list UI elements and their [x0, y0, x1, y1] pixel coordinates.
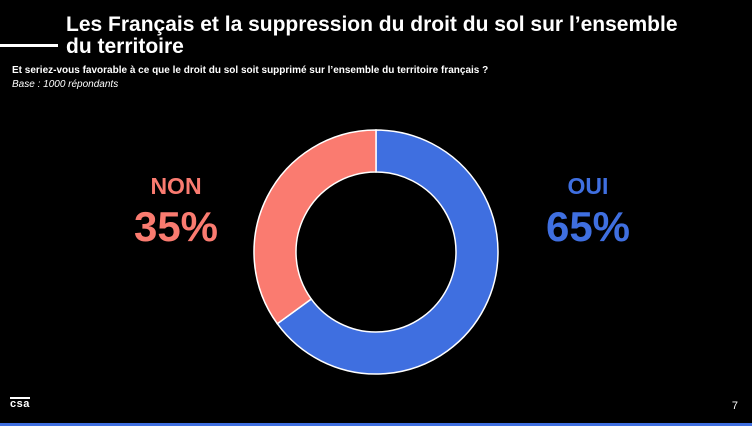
oui-percentage: 65% — [545, 203, 631, 250]
logo-bar — [10, 397, 30, 399]
donut-slice-oui — [276, 129, 499, 375]
slide-title: Les Français et la suppression du droit … — [66, 13, 678, 58]
oui-label: OUI — [567, 173, 609, 199]
survey-question: Et seriez-vous favorable à ce que le dro… — [12, 65, 489, 76]
title-accent-line — [0, 44, 58, 47]
non-label: NON — [150, 173, 202, 199]
page-number: 7 — [731, 400, 738, 412]
donut-slice-non — [253, 129, 377, 325]
non-percentage: 35% — [133, 203, 219, 250]
csa-logo: csa — [10, 398, 30, 410]
bottom-accent-bar — [0, 423, 752, 426]
donut-chart — [253, 129, 499, 375]
sample-base: Base : 1000 répondants — [12, 79, 119, 90]
